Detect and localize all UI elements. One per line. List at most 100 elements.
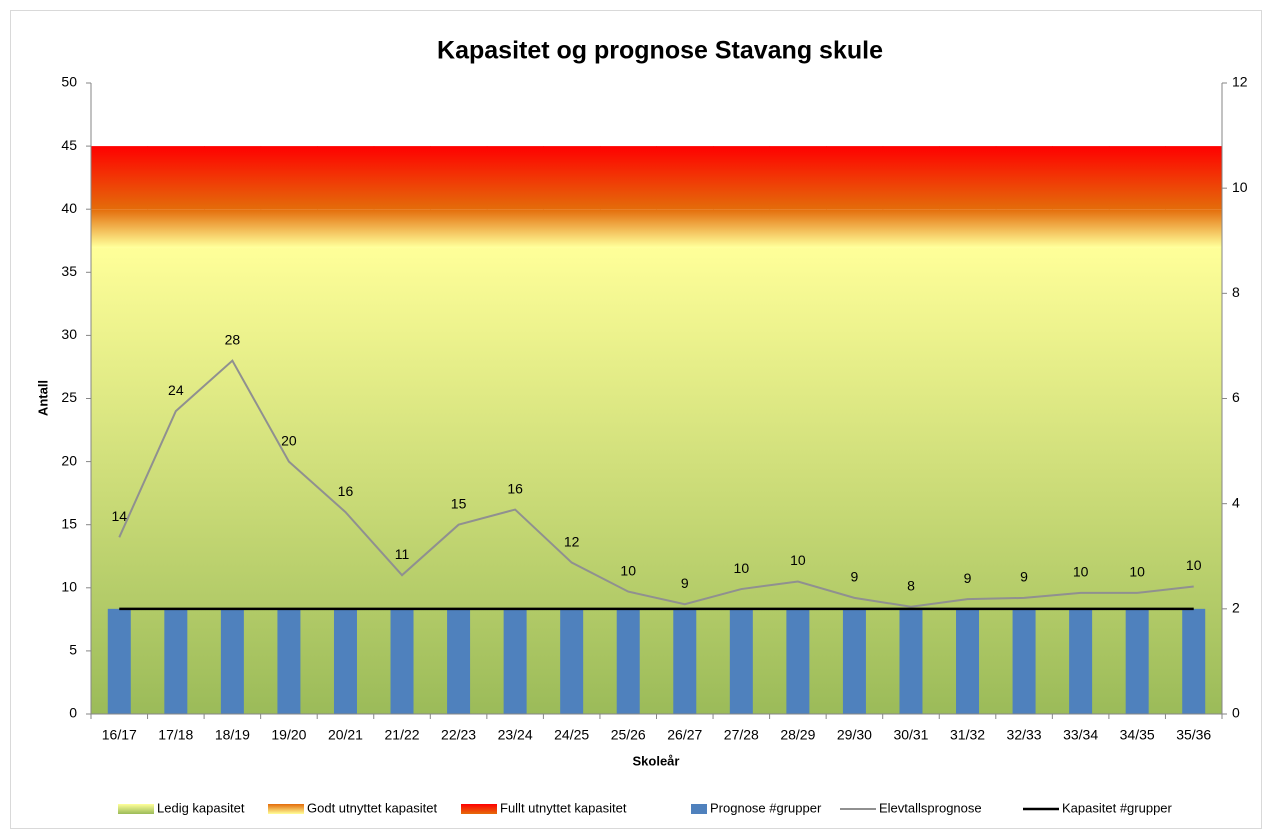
bar [729,608,753,714]
area-segment [995,209,1053,248]
area-segment [1165,146,1223,210]
x-tick-label: 29/30 [837,727,872,743]
bar [673,608,697,714]
bar [107,608,131,714]
x-tick-label: 30/31 [893,727,928,743]
y-tick-label: 45 [61,137,77,153]
x-tick-label: 24/25 [554,727,589,743]
area-segment [373,209,431,248]
area-segment [91,209,149,248]
chart-title: Kapasitet og prognose Stavang skule [437,37,883,65]
y2-tick-label: 8 [1232,284,1240,300]
legend-label: Kapasitet #grupper [1062,800,1173,815]
area-segment [882,209,940,248]
area-segment [91,146,149,210]
area-segment [260,209,318,248]
data-label: 10 [620,562,636,578]
area-segment [147,209,205,248]
x-tick-label: 27/28 [724,727,759,743]
x-tick-label: 17/18 [158,727,193,743]
data-label: 20 [281,432,297,448]
y2-tick-label: 0 [1232,705,1240,721]
bar [616,608,640,714]
legend-swatch [461,804,497,814]
area-segment [656,209,714,248]
data-label: 10 [734,560,750,576]
bar [277,608,301,714]
y-tick-label: 15 [61,515,77,531]
y-tick-label: 50 [61,74,77,90]
y-tick-label: 10 [61,579,77,595]
bar [1069,608,1093,714]
data-label: 10 [1186,557,1202,573]
area-segment [373,146,431,210]
x-tick-label: 21/22 [385,727,420,743]
area-segment [769,209,827,248]
area-segment [656,146,714,210]
area-segment [147,146,205,210]
x-tick-label: 22/23 [441,727,476,743]
area-segment [1108,209,1166,248]
y-tick-label: 30 [61,326,77,342]
data-label: 9 [964,570,972,586]
area-segment [543,146,601,210]
data-label: 9 [851,569,859,585]
area-segment [430,209,488,248]
bar [333,608,357,714]
bar [1012,608,1036,714]
y2-tick-label: 12 [1232,74,1248,90]
area-segment [1165,209,1223,248]
area-segment [1108,146,1166,210]
y-tick-label: 35 [61,263,77,279]
bar [786,608,810,714]
data-label: 28 [225,331,241,347]
area-segment [260,146,318,210]
x-tick-label: 18/19 [215,727,250,743]
y2-tick-label: 2 [1232,600,1240,616]
data-label: 16 [338,483,354,499]
area-segment [713,209,771,248]
bar [503,608,527,714]
area-segment [826,146,884,210]
data-label: 11 [395,546,410,562]
y-tick-label: 20 [61,452,77,468]
area-segment [995,146,1053,210]
legend-label: Prognose #grupper [710,800,822,815]
x-tick-label: 16/17 [102,727,137,743]
area-segment [769,146,827,210]
x-tick-label: 20/21 [328,727,363,743]
y2-tick-label: 6 [1232,389,1240,405]
data-label: 9 [1020,569,1028,585]
area-segment [543,209,601,248]
data-label: 16 [507,480,523,496]
y-tick-label: 40 [61,200,77,216]
legend-swatch [118,804,154,814]
x-tick-label: 19/20 [271,727,306,743]
bar [220,608,244,714]
x-tick-label: 34/35 [1120,727,1155,743]
area-segment [939,146,997,210]
y2-tick-label: 10 [1232,179,1248,195]
data-label: 12 [564,533,580,549]
data-label: 14 [111,508,127,524]
bar [164,608,188,714]
bar [842,608,866,714]
area-segment [939,209,997,248]
y-tick-label: 25 [61,389,77,405]
area-segment [826,209,884,248]
data-label: 9 [681,575,689,591]
bar [560,608,584,714]
x-tick-label: 23/24 [498,727,533,743]
data-label: 10 [1073,564,1089,580]
x-tick-label: 28/29 [780,727,815,743]
area-segment [317,146,375,210]
y-axis-label: Antall [35,380,50,416]
bar [390,608,414,714]
data-label: 10 [790,552,806,568]
bar [447,608,471,714]
bar [956,608,980,714]
bar [1182,608,1206,714]
area-segment [713,146,771,210]
legend-label: Fullt utnyttet kapasitet [500,800,627,815]
area-segment [204,209,262,248]
